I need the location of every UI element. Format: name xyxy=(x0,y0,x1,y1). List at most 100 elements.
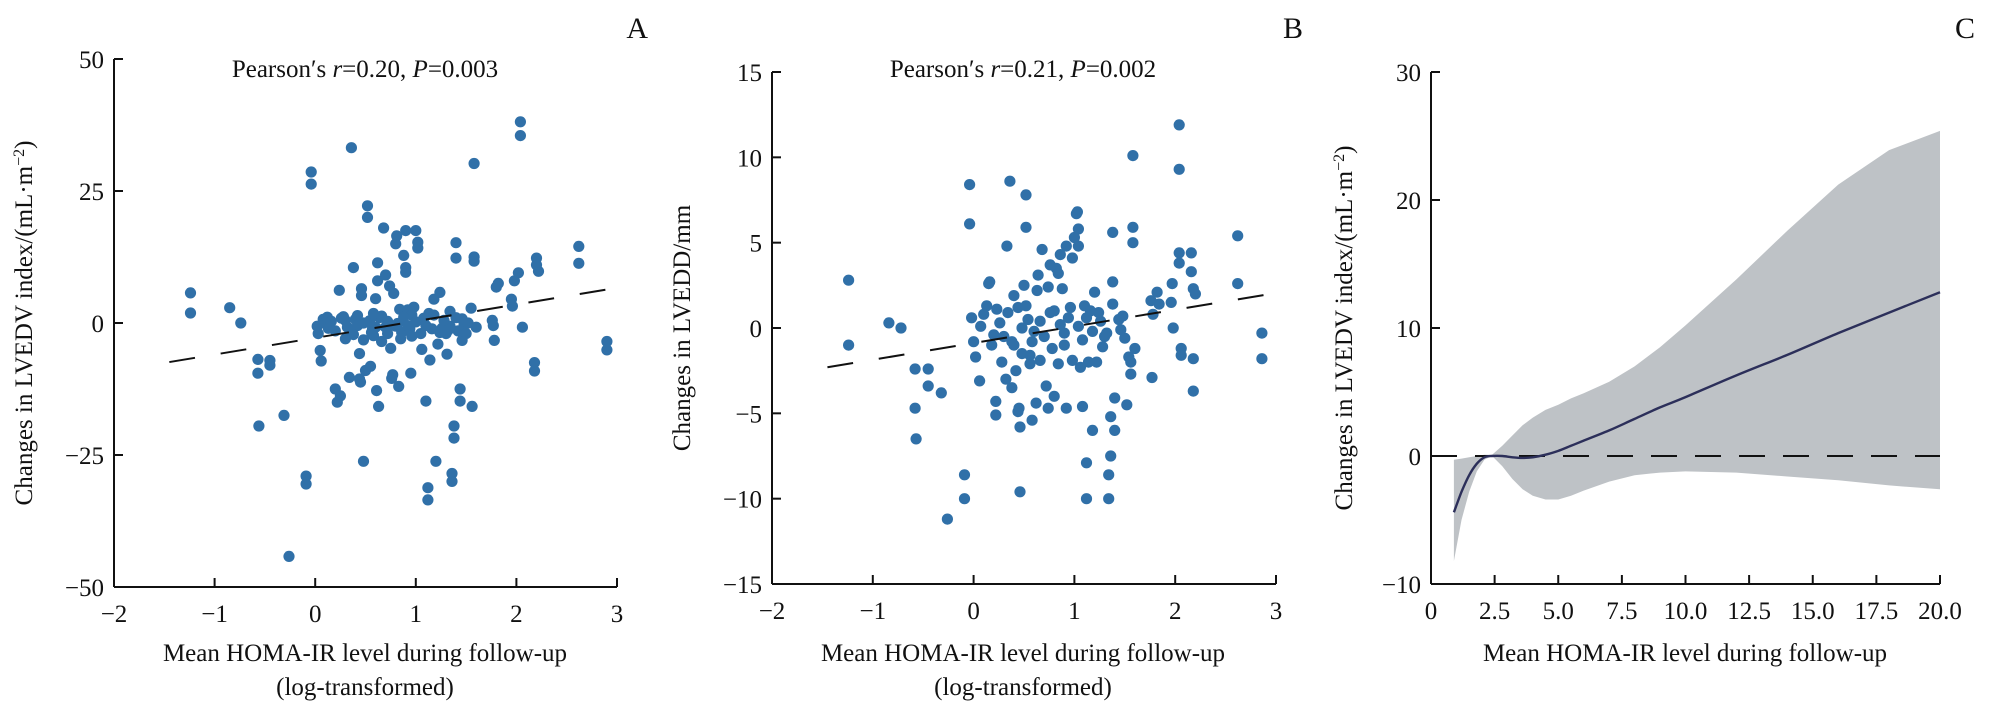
scatter-point xyxy=(224,302,236,314)
scatter-point xyxy=(1086,424,1099,436)
scatter-point xyxy=(416,343,428,355)
scatter-point xyxy=(442,324,454,336)
correlation-annotation: Pearson′s r=0.21, P=0.002 xyxy=(890,56,1156,83)
annotation-r-value: =0.21, xyxy=(1000,56,1070,83)
scatter-point xyxy=(1107,298,1119,310)
scatter-point xyxy=(1030,397,1042,409)
scatter-point xyxy=(278,409,290,421)
scatter-point xyxy=(1097,341,1109,353)
scatter-point xyxy=(430,455,442,467)
scatter-point xyxy=(1185,266,1197,278)
scatter-point xyxy=(990,409,1002,421)
scatter-point xyxy=(468,255,480,267)
x-tick-label: 20.0 xyxy=(1918,598,1962,625)
scatter-point xyxy=(1146,371,1158,384)
scatter-point xyxy=(1010,365,1022,377)
scatter-point xyxy=(528,357,541,369)
scatter-point xyxy=(1002,307,1014,319)
scatter-point xyxy=(1167,322,1179,334)
scatter-point xyxy=(1001,240,1013,252)
x-tick-label: 5.0 xyxy=(1543,598,1574,625)
scatter-point xyxy=(981,300,993,312)
scatter-point xyxy=(1056,283,1068,295)
scatter-point xyxy=(283,550,295,563)
chart-panel-a: −2 −1 0 1 2 3 −50 −25 0 25 50 A Pearson′s r=0.20, P=… xyxy=(11,12,649,701)
scatter-point xyxy=(1089,286,1101,298)
scatter-point xyxy=(252,353,264,365)
scatter-point xyxy=(460,328,472,340)
scatter-point xyxy=(601,335,613,348)
correlation-annotation: Pearson′s r=0.20, P=0.003 xyxy=(232,56,498,83)
scatter-point xyxy=(1093,307,1105,319)
scatter-point xyxy=(412,242,424,254)
scatter-point xyxy=(1052,267,1064,279)
scatter-point xyxy=(300,470,312,482)
y-tick-label: 15 xyxy=(737,60,762,87)
scatter-point xyxy=(994,317,1006,329)
scatter-point xyxy=(941,513,954,525)
scatter-point xyxy=(1072,223,1084,235)
scatter-point xyxy=(252,367,264,379)
scatter-point xyxy=(1103,493,1115,505)
y-tick-label: −25 xyxy=(65,443,104,470)
scatter-point xyxy=(184,287,197,299)
scatter-point xyxy=(1232,230,1244,242)
scatter-point xyxy=(334,390,346,402)
y-tick-label: 30 xyxy=(1396,60,1421,87)
scatter-point xyxy=(991,303,1003,315)
x-tick-label: 1 xyxy=(410,601,423,628)
scatter-point xyxy=(305,166,317,178)
panel-label: C xyxy=(1955,12,1975,45)
scatter-point xyxy=(1038,330,1050,343)
scatter-point xyxy=(964,218,976,230)
scatter-point xyxy=(1187,385,1199,397)
y-tick-label: 10 xyxy=(737,145,762,172)
x-axis-title: Mean HOMA-IR level during follow-up xyxy=(821,640,1225,667)
scatter-point xyxy=(516,321,529,333)
scatter-point xyxy=(1020,189,1032,201)
y-tick-label: −5 xyxy=(735,401,762,428)
scatter-point xyxy=(184,307,197,319)
scatter-point xyxy=(1058,339,1070,351)
scatter-point xyxy=(314,344,326,357)
scatter-point xyxy=(1129,342,1141,355)
scatter-point xyxy=(1046,342,1058,355)
scatter-point xyxy=(1173,163,1185,175)
scatter-point xyxy=(385,342,397,354)
scatter-point xyxy=(1101,327,1113,339)
scatter-point xyxy=(532,265,545,277)
scatter-point xyxy=(400,225,412,237)
scatter-point xyxy=(391,230,403,242)
scatter-point xyxy=(1026,414,1038,426)
scatter-point xyxy=(393,380,405,392)
scatter-point xyxy=(380,269,392,281)
scatter-point xyxy=(420,320,432,332)
annotation-prefix: Pearson′s xyxy=(232,56,333,83)
x-tick-label: 15.0 xyxy=(1791,598,1835,625)
scatter-point xyxy=(1014,486,1026,498)
x-tick-label: 7.5 xyxy=(1606,598,1637,625)
y-tick-label: 20 xyxy=(1396,188,1421,215)
scatter-point xyxy=(1048,390,1060,402)
scatter-point xyxy=(512,267,525,279)
scatter-point xyxy=(448,432,460,444)
scatter-point xyxy=(400,266,412,278)
y-tick-label: −10 xyxy=(723,487,762,514)
scatter-point xyxy=(1060,240,1072,252)
scatter-point xyxy=(466,400,478,412)
y-tick-label: 25 xyxy=(79,179,104,206)
scatter-point xyxy=(1020,221,1032,233)
y-tick-label: −10 xyxy=(1382,572,1421,599)
scatter-point xyxy=(909,402,921,414)
scatter-point xyxy=(1032,269,1044,281)
scatter-point xyxy=(312,328,324,340)
scatter-point xyxy=(990,395,1002,407)
chart-panel-c: 0 2.5 5.0 7.5 10.0 12.5 15.0 17.5 20.0−100102030… xyxy=(1331,12,1976,667)
scatter-point xyxy=(422,494,434,506)
scatter-point xyxy=(984,276,996,288)
scatter-point xyxy=(1024,358,1036,370)
scatter-point xyxy=(996,356,1008,368)
scatter-point xyxy=(1109,424,1121,436)
scatter-point xyxy=(378,222,390,234)
